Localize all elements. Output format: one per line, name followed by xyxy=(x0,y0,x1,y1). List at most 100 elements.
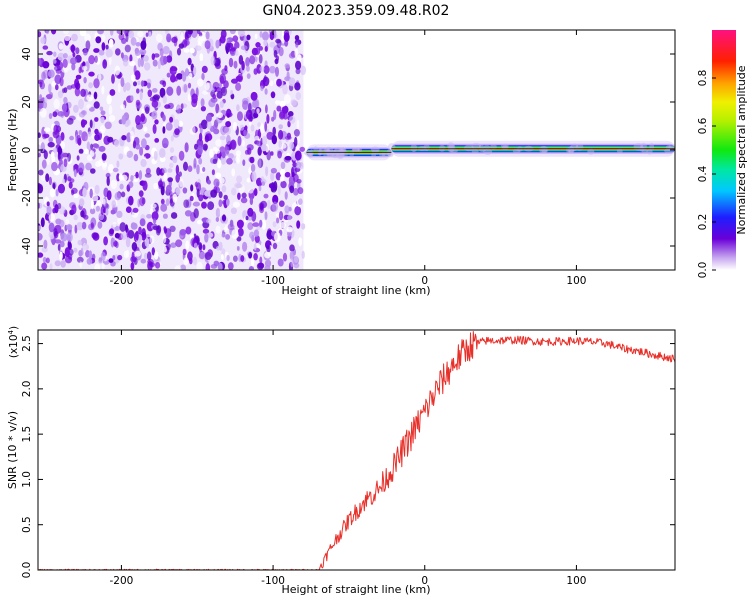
noise-blob xyxy=(262,31,269,41)
noise-blob xyxy=(45,257,50,264)
noise-blob xyxy=(53,230,59,239)
noise-blob xyxy=(132,207,139,213)
noise-blob xyxy=(190,63,194,72)
noise-blob xyxy=(137,57,142,68)
noise-blob xyxy=(172,193,178,203)
noise-blob xyxy=(174,128,180,136)
noise-blob xyxy=(74,87,81,97)
noise-blob xyxy=(279,100,286,107)
noise-blob xyxy=(274,232,281,243)
noise-blob xyxy=(193,66,197,76)
snr-ylabel: SNR (10 * v/v) xyxy=(6,411,19,489)
noise-blob xyxy=(280,168,286,177)
noise-blob xyxy=(68,181,73,189)
colorbar-tick-label: 0.4 xyxy=(697,165,709,182)
noise-blob xyxy=(41,71,46,81)
noise-blob xyxy=(89,119,93,129)
noise-blob xyxy=(67,176,72,182)
noise-blob xyxy=(52,182,56,190)
noise-blob xyxy=(100,110,106,116)
noise-blob xyxy=(179,229,187,236)
noise-blob xyxy=(270,171,275,182)
signal-band-halo xyxy=(646,148,653,155)
snr-multiplier-base: (x10 xyxy=(8,334,20,358)
noise-blob xyxy=(85,250,90,258)
noise-blob xyxy=(169,225,176,232)
noise-blob xyxy=(206,218,212,224)
y-tick-label: 1.0 xyxy=(21,471,33,488)
y-tick-label: 0 xyxy=(21,147,33,154)
noise-blob xyxy=(236,175,243,184)
noise-blob xyxy=(246,73,251,79)
noise-blob xyxy=(201,201,207,209)
noise-blob xyxy=(253,253,258,261)
noise-blob xyxy=(204,190,212,197)
noise-blob xyxy=(144,237,150,247)
noise-blob xyxy=(212,93,217,100)
noise-blob xyxy=(130,222,138,230)
noise-blob xyxy=(283,32,290,42)
noise-blob xyxy=(85,162,92,171)
noise-blob xyxy=(163,172,168,181)
noise-blob xyxy=(270,167,277,174)
noise-blob xyxy=(82,65,88,71)
noise-blob xyxy=(101,263,105,270)
noise-blob xyxy=(182,83,189,93)
snr-series-line xyxy=(38,331,675,570)
noise-blob xyxy=(115,48,121,56)
noise-blob xyxy=(215,103,220,114)
noise-blob xyxy=(48,83,52,94)
noise-blob xyxy=(170,212,178,219)
noise-blob xyxy=(161,137,169,149)
noise-blob xyxy=(86,258,93,265)
noise-blob xyxy=(146,214,152,219)
noise-blob xyxy=(185,240,190,251)
x-tick-label: -100 xyxy=(261,575,285,587)
snr-multiplier: (x104) xyxy=(7,326,20,358)
noise-blob xyxy=(218,199,223,207)
signal-band-halo xyxy=(471,148,479,154)
noise-blob xyxy=(120,191,126,198)
noise-blob xyxy=(269,41,276,48)
signal-band-halo xyxy=(326,152,334,157)
noise-blob xyxy=(175,164,180,175)
noise-blob xyxy=(114,65,121,76)
noise-blob xyxy=(153,182,159,190)
noise-blob xyxy=(106,176,110,187)
noise-blob xyxy=(101,153,107,161)
noise-blob xyxy=(43,133,50,139)
noise-blob xyxy=(165,122,173,131)
noise-blob xyxy=(236,219,244,229)
snr-panel: -200 -100 0 100 0.0 0.5 1.0 1.5 2.0 2.5 Height of… xyxy=(6,326,676,596)
noise-blob xyxy=(242,159,246,166)
noise-blob xyxy=(140,158,147,168)
noise-blob xyxy=(100,251,106,261)
signal-band-halo xyxy=(616,148,623,154)
noise-blob xyxy=(271,201,279,212)
noise-blob xyxy=(38,225,42,231)
noise-blob xyxy=(57,146,63,155)
noise-blob xyxy=(117,254,123,261)
noise-blob xyxy=(264,88,268,95)
x-tick-label: 0 xyxy=(421,575,428,587)
noise-blob xyxy=(235,82,242,92)
colorbar-tick-label: 0.0 xyxy=(697,262,709,279)
noise-blob xyxy=(182,187,188,194)
signal-band-halo xyxy=(479,147,486,152)
noise-blob xyxy=(112,167,119,173)
noise-blob xyxy=(63,87,68,93)
noise-blob xyxy=(141,228,146,238)
noise-blob xyxy=(100,206,105,216)
noise-blob xyxy=(54,239,62,244)
noise-blob xyxy=(268,183,273,189)
noise-blob xyxy=(278,124,284,130)
noise-blob xyxy=(90,222,94,229)
noise-blob xyxy=(124,44,131,53)
noise-blob xyxy=(90,143,94,150)
noise-blob xyxy=(47,141,55,148)
noise-blob xyxy=(60,260,66,268)
noise-blob xyxy=(262,76,270,87)
noise-blob xyxy=(165,198,170,206)
snr-frame xyxy=(37,329,676,571)
noise-blob xyxy=(57,243,61,251)
